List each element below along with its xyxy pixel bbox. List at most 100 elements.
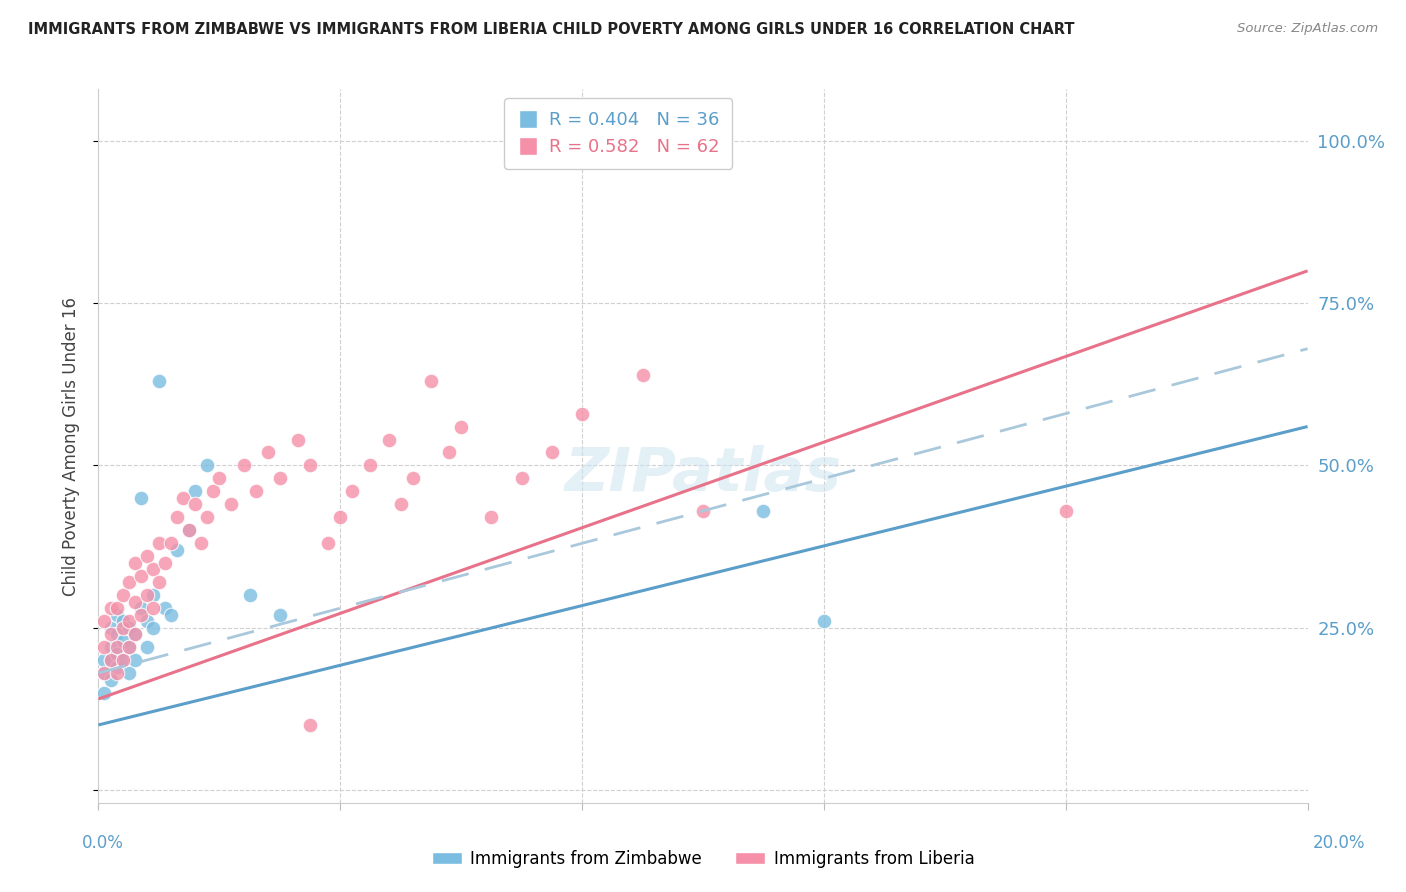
Point — [153, 556, 176, 570]
Point — [510, 471, 533, 485]
Point — [142, 562, 165, 576]
Point — [118, 614, 141, 628]
Point — [184, 497, 207, 511]
Point — [135, 588, 157, 602]
Point — [100, 601, 122, 615]
Point — [135, 614, 157, 628]
Point — [402, 471, 425, 485]
Point — [118, 640, 141, 654]
Point — [105, 627, 128, 641]
Legend: Immigrants from Zimbabwe, Immigrants from Liberia: Immigrants from Zimbabwe, Immigrants fro… — [425, 844, 981, 875]
Point — [142, 588, 165, 602]
Point — [195, 510, 218, 524]
Point — [111, 653, 134, 667]
Point — [179, 524, 201, 538]
Point — [111, 621, 134, 635]
Point — [208, 471, 231, 485]
Point — [813, 614, 835, 628]
Point — [118, 666, 141, 681]
Y-axis label: Child Poverty Among Girls Under 16: Child Poverty Among Girls Under 16 — [62, 296, 80, 596]
Point — [420, 374, 443, 388]
Point — [124, 627, 146, 641]
Point — [692, 504, 714, 518]
Point — [129, 607, 152, 622]
Point — [100, 673, 122, 687]
Point — [160, 536, 183, 550]
Text: 20.0%: 20.0% — [1312, 834, 1365, 852]
Point — [195, 458, 218, 473]
Point — [100, 627, 122, 641]
Point — [299, 458, 322, 473]
Point — [256, 445, 278, 459]
Point — [752, 504, 775, 518]
Point — [571, 407, 593, 421]
Point — [540, 445, 562, 459]
Point — [245, 484, 267, 499]
Point — [93, 666, 115, 681]
Point — [389, 497, 412, 511]
Point — [172, 491, 194, 505]
Point — [111, 614, 134, 628]
Point — [450, 419, 472, 434]
Point — [662, 147, 685, 161]
Point — [360, 458, 382, 473]
Point — [437, 445, 460, 459]
Point — [179, 524, 201, 538]
Point — [111, 653, 134, 667]
Point — [111, 588, 134, 602]
Point — [166, 510, 188, 524]
Legend: R = 0.404   N = 36, R = 0.582   N = 62: R = 0.404 N = 36, R = 0.582 N = 62 — [505, 98, 733, 169]
Point — [481, 510, 503, 524]
Point — [129, 601, 152, 615]
Text: ZIPatlas: ZIPatlas — [564, 445, 842, 504]
Point — [100, 653, 122, 667]
Point — [93, 614, 115, 628]
Point — [239, 588, 262, 602]
Point — [299, 718, 322, 732]
Point — [184, 484, 207, 499]
Point — [135, 640, 157, 654]
Point — [342, 484, 364, 499]
Text: Source: ZipAtlas.com: Source: ZipAtlas.com — [1237, 22, 1378, 36]
Point — [105, 640, 128, 654]
Point — [100, 640, 122, 654]
Point — [118, 575, 141, 590]
Text: 0.0%: 0.0% — [82, 834, 124, 852]
Point — [105, 659, 128, 673]
Point — [105, 601, 128, 615]
Point — [316, 536, 339, 550]
Point — [124, 653, 146, 667]
Point — [148, 374, 170, 388]
Point — [202, 484, 225, 499]
Point — [124, 595, 146, 609]
Point — [631, 368, 654, 382]
Point — [160, 607, 183, 622]
Point — [93, 666, 115, 681]
Point — [287, 433, 309, 447]
Point — [111, 633, 134, 648]
Point — [148, 575, 170, 590]
Point — [232, 458, 254, 473]
Point — [129, 568, 152, 582]
Point — [148, 536, 170, 550]
Point — [105, 666, 128, 681]
Point — [166, 542, 188, 557]
Text: IMMIGRANTS FROM ZIMBABWE VS IMMIGRANTS FROM LIBERIA CHILD POVERTY AMONG GIRLS UN: IMMIGRANTS FROM ZIMBABWE VS IMMIGRANTS F… — [28, 22, 1074, 37]
Point — [269, 607, 291, 622]
Point — [100, 621, 122, 635]
Point — [100, 653, 122, 667]
Point — [142, 621, 165, 635]
Point — [129, 491, 152, 505]
Point — [221, 497, 243, 511]
Point — [93, 653, 115, 667]
Point — [377, 433, 399, 447]
Point — [329, 510, 352, 524]
Point — [142, 601, 165, 615]
Point — [124, 627, 146, 641]
Point — [118, 621, 141, 635]
Point — [153, 601, 176, 615]
Point — [118, 640, 141, 654]
Point — [93, 685, 115, 699]
Point — [93, 640, 115, 654]
Point — [105, 607, 128, 622]
